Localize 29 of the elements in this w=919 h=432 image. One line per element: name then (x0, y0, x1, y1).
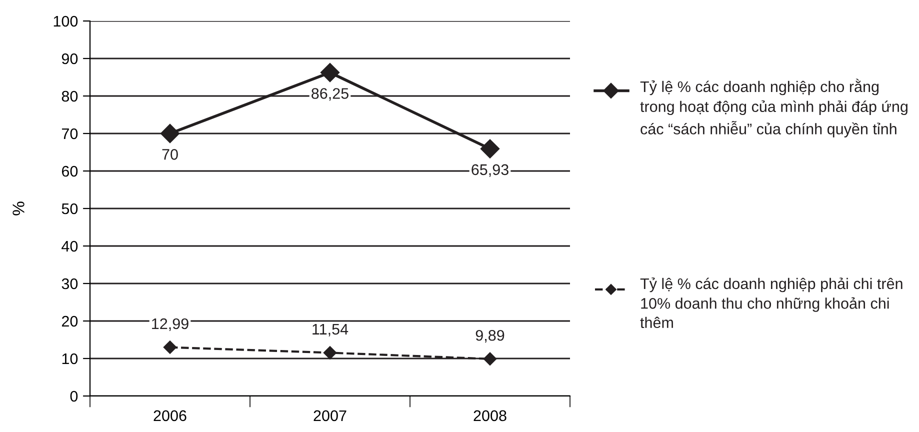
y-tick-label: 100 (54, 16, 78, 27)
y-tick-label: 50 (62, 203, 78, 214)
text: 12,99 (152, 318, 188, 331)
text: 70 (162, 149, 178, 160)
text: 9,89 (476, 330, 504, 343)
y-tick-label: 40 (62, 240, 78, 252)
text: 65,93 (472, 164, 508, 177)
y-tick-label: 80 (62, 90, 78, 102)
y-tick-label: 0 (70, 390, 78, 402)
y-tick-label: 10 (62, 353, 78, 364)
x-tick-label: 2007 (314, 410, 346, 422)
y-tick-label: 90 (62, 53, 78, 64)
x-tick-label: 2008 (474, 410, 506, 422)
point (323, 346, 337, 360)
y-tick-label: 30 (62, 278, 78, 290)
y-tick-label: 20 (62, 316, 78, 327)
point (320, 63, 340, 82)
legend-label: Tỷ lệ % các doanh nghiệp cho rằng trong hoạt động của mình phải đáp ứng các “sách nhiễu” của chính quyền tỉnh (640, 78, 908, 138)
y-tick-label: 60 (62, 166, 78, 177)
point (483, 352, 497, 366)
x-tick-label: 2006 (154, 410, 186, 422)
legend-label: Tỷ lệ % các doanh nghiệp phải chi trên 10% doanh thu cho những khoản chi thêm (640, 277, 902, 328)
y-axis-title: % (12, 202, 24, 216)
y-tick-label: 70 (62, 128, 78, 140)
point (480, 139, 500, 158)
text: 11,54 (312, 324, 348, 336)
text: 86,25 (312, 88, 348, 101)
point (160, 124, 180, 144)
point (163, 340, 177, 354)
